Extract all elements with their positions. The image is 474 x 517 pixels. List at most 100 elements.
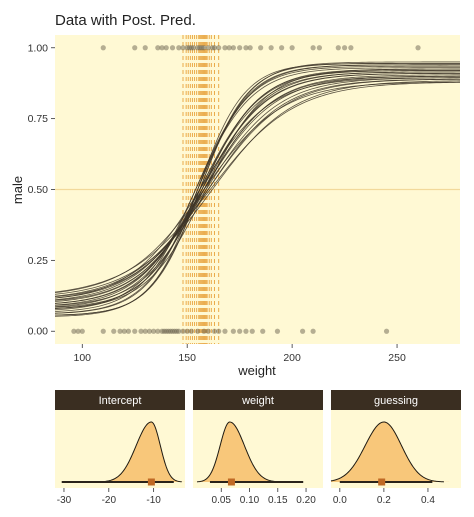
data-point-female — [117, 328, 123, 334]
facet-x-axis: 0.05 0.10 0.15 0.20 — [212, 488, 316, 506]
facet-x-tick-label: -30 — [57, 495, 72, 506]
facet-strip-label: weight — [241, 395, 274, 407]
facet-x-axis: -30 -20 -10 — [57, 488, 161, 506]
data-point-male — [258, 45, 264, 51]
data-point-female — [274, 328, 281, 334]
density-group — [330, 421, 461, 486]
posterior-curve — [54, 64, 461, 314]
facet-x-tick-label: -10 — [146, 495, 161, 506]
data-point-male — [142, 45, 148, 51]
density-group — [55, 421, 185, 486]
posterior-curves-group — [54, 61, 461, 317]
facet-panel-intercept: Intercept -30 -20 -10 — [55, 390, 185, 506]
data-point-female — [383, 328, 390, 334]
data-point-female — [201, 328, 207, 334]
data-point-male — [159, 45, 165, 51]
y-axis: 0.00 0.25 0.50 0.75 1.00 — [28, 42, 55, 338]
y-tick-label: 0.50 — [28, 184, 49, 196]
posterior-curve — [54, 72, 461, 304]
data-point-male — [289, 45, 295, 51]
data-point-male — [201, 45, 207, 51]
data-point-male — [268, 45, 274, 51]
facet-x-tick-label: 0.0 — [333, 495, 347, 506]
posterior-curve — [54, 62, 460, 316]
data-point-male — [230, 45, 236, 51]
facet-strip — [193, 390, 323, 410]
data-point-male — [226, 45, 232, 51]
posterior-curve — [54, 65, 460, 312]
y-axis-label: male — [10, 176, 25, 204]
data-point-female — [180, 328, 186, 334]
data-point-female — [300, 328, 306, 334]
density-outline — [330, 421, 444, 483]
posterior-curve — [54, 70, 461, 308]
posterior-curve — [54, 71, 460, 306]
density-outline — [99, 421, 182, 483]
data-point-female — [211, 328, 218, 334]
x-tick-label: 200 — [283, 352, 301, 364]
data-points-group — [71, 45, 421, 334]
posterior-curve — [54, 81, 461, 294]
density-outline — [197, 421, 280, 483]
data-point-male — [211, 45, 218, 51]
median-marker — [227, 478, 235, 486]
data-point-female — [155, 328, 161, 334]
data-point-female — [216, 328, 222, 334]
data-point-female — [188, 328, 194, 334]
facet-x-tick-label: 0.10 — [240, 495, 260, 506]
posterior-curve — [54, 80, 461, 295]
data-point-male — [100, 45, 106, 51]
data-point-female — [111, 328, 117, 334]
data-point-male — [169, 45, 176, 51]
data-point-male — [180, 45, 186, 51]
x-axis: 100 150 200 250 — [74, 344, 406, 364]
x-tick-label: 150 — [178, 352, 196, 364]
data-point-female — [151, 328, 157, 334]
y-tick-label: 0.25 — [28, 255, 49, 267]
facet-x-axis: 0.0 0.2 0.4 — [333, 488, 435, 506]
data-point-male — [335, 45, 341, 51]
median-marker — [147, 478, 155, 486]
data-point-male — [316, 45, 323, 51]
data-point-female — [230, 328, 236, 334]
data-point-female — [195, 328, 201, 334]
data-point-male — [205, 45, 211, 51]
data-point-male — [163, 45, 169, 51]
data-point-female — [71, 328, 77, 334]
data-point-female — [243, 328, 249, 334]
median-marker — [378, 478, 386, 486]
data-point-female — [121, 328, 127, 334]
data-point-male — [310, 45, 316, 51]
facet-strip — [331, 390, 461, 410]
facet-x-tick-label: 0.15 — [268, 495, 288, 506]
chart-title: Data with Post. Pred. — [55, 12, 196, 29]
posterior-curve — [54, 77, 461, 299]
density-fill — [55, 422, 185, 482]
y-tick-label: 0.75 — [28, 113, 49, 125]
data-point-male — [237, 45, 243, 51]
data-point-male — [348, 45, 354, 51]
data-point-male — [279, 45, 285, 51]
data-point-male — [243, 45, 249, 51]
data-point-male — [155, 45, 161, 51]
data-point-female — [138, 328, 144, 334]
data-point-female — [176, 328, 182, 334]
main-plot-panel: 100 150 200 250 0.00 0.25 0.50 0.75 1.00 — [28, 35, 461, 364]
x-tick-label: 100 — [74, 352, 92, 364]
facet-panel-guessing: guessing 0.0 0.2 0.4 — [330, 390, 461, 506]
data-point-female — [125, 328, 132, 334]
data-point-female — [260, 328, 266, 334]
data-point-male — [415, 45, 421, 51]
data-point-female — [146, 328, 153, 334]
density-fill — [331, 422, 461, 482]
density-group — [193, 421, 323, 486]
y-tick-label: 0.00 — [28, 326, 49, 338]
data-point-male — [132, 45, 138, 51]
data-point-female — [205, 328, 211, 334]
data-point-female — [249, 328, 255, 334]
data-point-female — [310, 328, 316, 334]
facet-x-tick-label: 0.20 — [296, 495, 316, 506]
facet-strip-label: guessing — [374, 395, 418, 407]
